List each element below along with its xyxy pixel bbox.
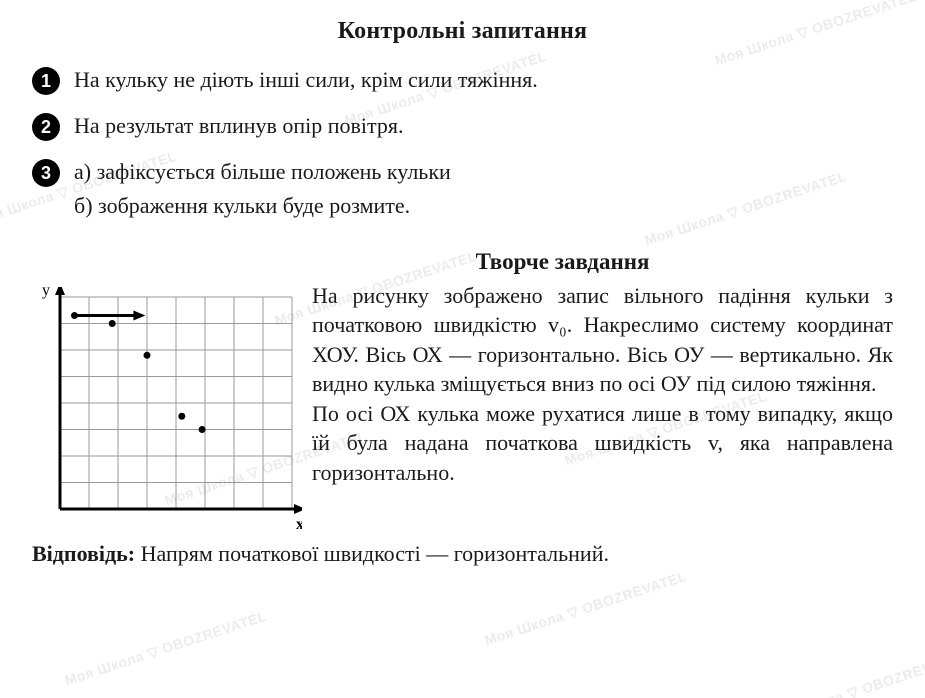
answer-line: Відповідь: Напрям початкової швидкості —… (32, 541, 893, 567)
section-title-creative: Творче завдання (232, 249, 893, 275)
bullet-number: 2 (32, 113, 60, 141)
item-text: На результат вплинув опір повітря. (74, 111, 893, 141)
item-text: На кульку не діють інші сили, крім сили … (74, 65, 893, 95)
bullet-number: 3 (32, 159, 60, 187)
section-title-questions: Контрольні запитання (32, 18, 893, 45)
watermark: Моя Школа ▽ OBOZREVATEL (483, 568, 690, 650)
bullet-number: 1 (32, 67, 60, 95)
creative-paragraph: На рисунку зображено запис вільного паді… (312, 281, 893, 487)
creative-block: xy На рисунку зображено запис вільного п… (32, 281, 893, 537)
watermark: Моя Школа ▽ OBOZREVATEL (763, 648, 925, 698)
list-item: 3 а) зафіксується більше положень кульки (32, 157, 893, 187)
item-text-b: б) зображення кульки буде розмите. (74, 191, 893, 221)
svg-text:y: y (42, 287, 50, 299)
trajectory-chart: xy (32, 287, 302, 537)
answer-label: Відповідь: (32, 541, 135, 566)
list-item: 2 На результат вплинув опір повітря. (32, 111, 893, 141)
item-text: а) зафіксується більше положень кульки (74, 157, 893, 187)
page-root: Моя Школа ▽ OBOZREVATEL Моя Школа ▽ OBOZ… (0, 0, 925, 577)
answer-text: Напрям початкової швидкості — горизонтал… (135, 541, 609, 566)
svg-text:x: x (296, 516, 302, 533)
list-item: 1 На кульку не діють інші сили, крім сил… (32, 65, 893, 95)
watermark: Моя Школа ▽ OBOZREVATEL (63, 608, 270, 690)
